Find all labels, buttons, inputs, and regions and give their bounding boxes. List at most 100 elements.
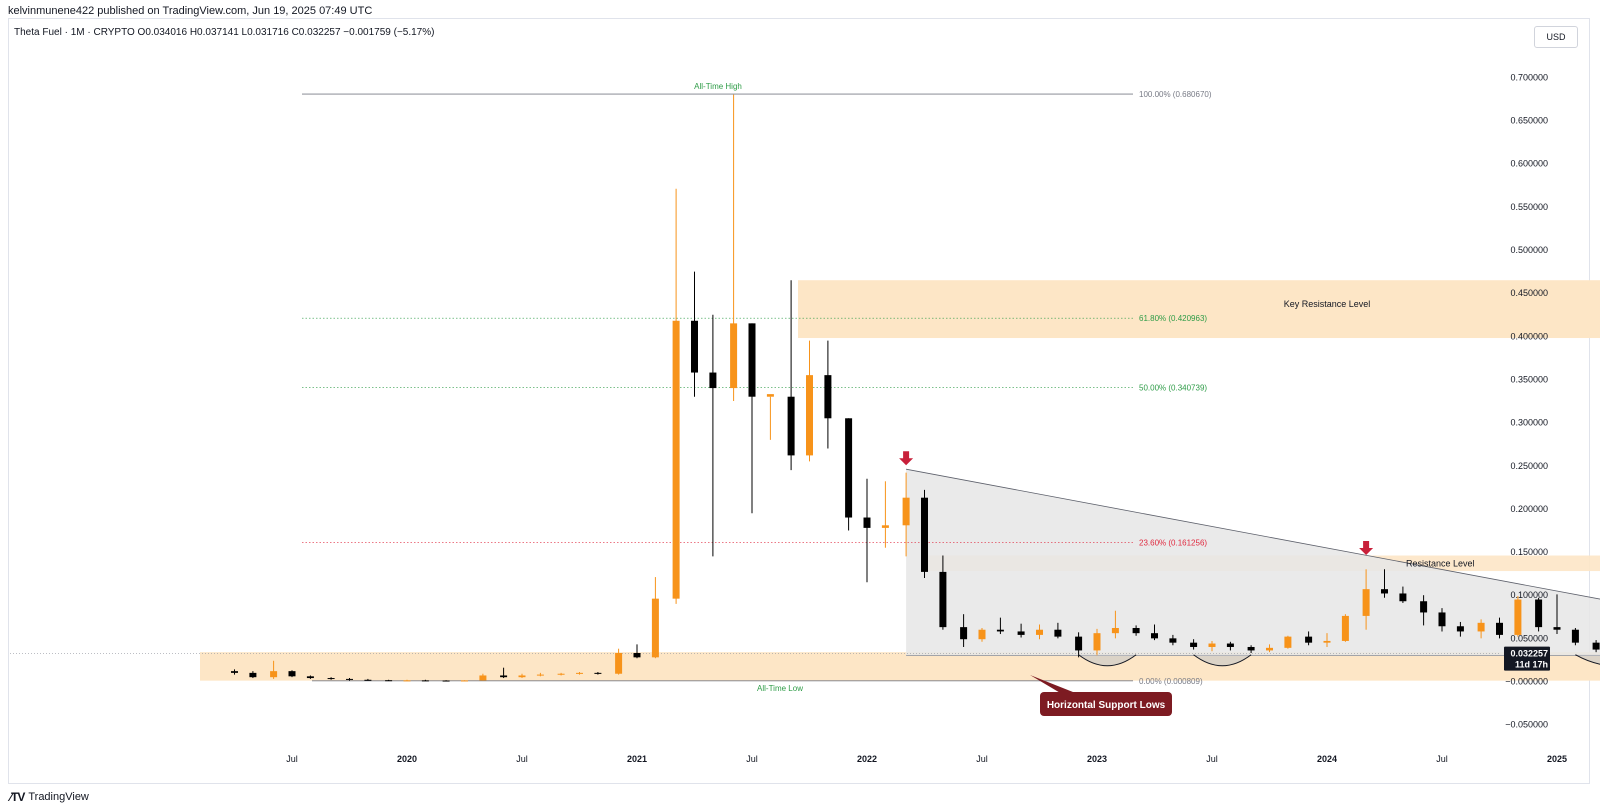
x-axis-tick-label: 2024 bbox=[1317, 754, 1337, 764]
candle-up bbox=[1111, 627, 1119, 634]
candle-down bbox=[748, 323, 756, 397]
y-axis-tick-label: 0.700000 bbox=[1510, 72, 1548, 82]
candle-down bbox=[1420, 601, 1428, 613]
resistance-arrow-icon bbox=[899, 451, 914, 466]
candle-down bbox=[1399, 593, 1407, 602]
y-axis-tick-label: 0.500000 bbox=[1510, 245, 1548, 255]
candle-up bbox=[270, 671, 278, 678]
candle-up bbox=[615, 653, 623, 674]
publish-attribution: kelvinmunene422 published on TradingView… bbox=[8, 5, 373, 17]
candle-down bbox=[327, 678, 335, 680]
tradingview-logo-icon: ⁄TV bbox=[10, 790, 25, 804]
candle-up bbox=[1362, 589, 1370, 616]
candle-down bbox=[633, 653, 641, 658]
candle-up bbox=[461, 680, 468, 682]
zone-support-level bbox=[200, 652, 1600, 681]
candle-down bbox=[1571, 629, 1579, 643]
candle-down bbox=[1456, 626, 1464, 632]
x-axis-tick-label: 2022 bbox=[857, 754, 877, 764]
candle-down bbox=[709, 372, 717, 389]
tradingview-logo[interactable]: ⁄TV TradingView bbox=[10, 790, 89, 804]
candle-up bbox=[479, 675, 487, 681]
fib-label: 0.00% (0.000809) bbox=[1139, 677, 1203, 686]
fib-label: 23.60% (0.161256) bbox=[1139, 538, 1207, 547]
symbol-legend: Theta Fuel · 1M · CRYPTO O0.034016 H0.03… bbox=[14, 27, 435, 38]
candle-up bbox=[1323, 640, 1331, 643]
candle-up bbox=[1036, 629, 1043, 635]
candle-down bbox=[1438, 612, 1446, 627]
candle-down bbox=[346, 678, 353, 680]
x-axis-tick-label: Jul bbox=[746, 754, 758, 764]
candle-down bbox=[863, 517, 871, 528]
candle-down bbox=[1381, 589, 1388, 594]
x-axis-tick-label: 2021 bbox=[627, 754, 647, 764]
candle-up bbox=[1477, 622, 1485, 632]
candle-down bbox=[1305, 636, 1313, 643]
candle-down bbox=[500, 675, 508, 678]
support-arc-fill bbox=[1575, 654, 1600, 665]
callout-pointer bbox=[1030, 675, 1078, 694]
y-axis-tick-label: 0.200000 bbox=[1510, 504, 1548, 514]
candle-down bbox=[1496, 622, 1503, 635]
candle-up bbox=[576, 672, 583, 674]
brand-name: TradingView bbox=[28, 791, 89, 803]
y-axis-tick-label: 0.050000 bbox=[1510, 633, 1548, 643]
fib-label: 100.00% (0.680670) bbox=[1139, 90, 1212, 99]
candle-up bbox=[881, 525, 889, 528]
candle-down bbox=[1535, 599, 1543, 628]
candle-up bbox=[403, 680, 411, 682]
y-axis-tick-label: −0.050000 bbox=[1505, 720, 1548, 730]
price-tag-value: 0.032257 bbox=[1510, 649, 1548, 659]
support-arc-fill bbox=[1193, 654, 1252, 666]
candle-down bbox=[1075, 636, 1083, 651]
candle-down bbox=[231, 671, 238, 673]
x-axis-tick-label: 2020 bbox=[397, 754, 417, 764]
chart-border bbox=[8, 18, 1590, 784]
price-tag bbox=[1504, 646, 1550, 671]
candle-down bbox=[1169, 638, 1177, 643]
all-time-high-label: All-Time High bbox=[694, 82, 742, 91]
candle-down bbox=[1132, 627, 1140, 634]
y-axis-tick-label: 0.250000 bbox=[1510, 461, 1548, 471]
candle-down bbox=[939, 571, 947, 628]
support-arc-fill bbox=[1078, 654, 1137, 666]
candle-down bbox=[1553, 627, 1561, 630]
candle-up bbox=[902, 497, 910, 526]
candle-down bbox=[306, 676, 314, 679]
y-axis-tick-label: 0.400000 bbox=[1510, 331, 1548, 341]
y-axis-tick-label: 0.350000 bbox=[1510, 374, 1548, 384]
support-arc bbox=[1575, 654, 1600, 665]
y-axis-tick-label: 0.100000 bbox=[1510, 590, 1548, 600]
candle-up bbox=[1093, 633, 1101, 651]
candle-up bbox=[651, 598, 659, 658]
x-axis-tick-label: Jul bbox=[1206, 754, 1218, 764]
candle-down bbox=[1017, 631, 1025, 635]
candle-down bbox=[1151, 633, 1158, 639]
all-time-low-label: All-Time Low bbox=[757, 684, 803, 693]
candle-up bbox=[536, 674, 544, 676]
x-axis-tick-label: 2023 bbox=[1087, 754, 1107, 764]
support-arc bbox=[1078, 654, 1137, 667]
resistance-level-label: Resistance Level bbox=[1406, 558, 1475, 568]
currency-button[interactable]: USD bbox=[1534, 26, 1578, 48]
y-axis-tick-label: 0.150000 bbox=[1510, 547, 1548, 557]
y-axis-tick-label: 0.650000 bbox=[1510, 116, 1548, 126]
candle-up bbox=[978, 629, 986, 640]
candle-down bbox=[442, 680, 450, 682]
candle-down bbox=[1190, 642, 1198, 647]
candle-up bbox=[1266, 647, 1273, 651]
zone-key-resistance-level bbox=[798, 280, 1600, 339]
candle-down bbox=[787, 396, 795, 456]
candle-down bbox=[1226, 643, 1234, 647]
candle-down bbox=[249, 672, 257, 678]
candle-down bbox=[845, 418, 853, 518]
candle-down bbox=[594, 672, 602, 674]
candle-up bbox=[518, 675, 526, 678]
candle-up bbox=[1514, 599, 1522, 635]
candle-down bbox=[996, 629, 1004, 632]
candle-down bbox=[385, 680, 393, 682]
price-tag-countdown: 11d 17h bbox=[1515, 660, 1548, 670]
candle-down bbox=[1247, 646, 1255, 651]
